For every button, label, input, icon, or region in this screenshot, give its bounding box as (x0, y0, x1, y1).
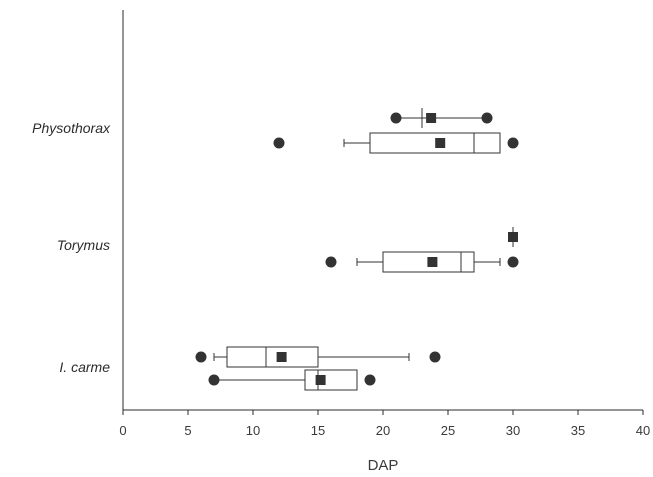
box-plot-row (508, 227, 518, 247)
x-tick-label: 40 (636, 423, 650, 438)
iqr-box (369, 132, 501, 154)
box-plot-row (195, 346, 441, 368)
category-label: I. carme (59, 359, 110, 375)
x-axis-title: DAP (368, 457, 399, 474)
x-tick-label: 15 (311, 423, 325, 438)
mean-marker (276, 352, 287, 362)
box-plot-row (273, 132, 519, 154)
outlier-point (195, 351, 207, 363)
x-tick-label: 20 (376, 423, 390, 438)
x-tick-label: 0 (119, 423, 126, 438)
mean-marker (427, 257, 438, 267)
outlier-point (208, 374, 220, 386)
outlier-point (273, 137, 285, 149)
x-tick-label: 30 (506, 423, 520, 438)
outlier-point (429, 351, 441, 363)
box-plot-row (325, 251, 519, 273)
mean-marker (435, 138, 446, 148)
mean-marker (508, 232, 518, 242)
iqr-box (226, 346, 319, 368)
outlier-point (507, 137, 519, 149)
outlier-point (390, 112, 402, 124)
mean-marker (426, 113, 437, 123)
category-label: Torymus (57, 237, 110, 253)
x-tick-label: 35 (571, 423, 585, 438)
x-tick-label: 5 (184, 423, 191, 438)
mean-marker (315, 375, 326, 385)
category-label: Physothorax (32, 120, 111, 136)
x-tick-label: 10 (246, 423, 260, 438)
outlier-point (507, 256, 519, 268)
outlier-point (325, 256, 337, 268)
iqr-box (304, 369, 358, 391)
outlier-point (481, 112, 493, 124)
box-plot-row (390, 108, 493, 128)
x-tick-label: 25 (441, 423, 455, 438)
outlier-point (364, 374, 376, 386)
box-plot-row (208, 369, 376, 391)
